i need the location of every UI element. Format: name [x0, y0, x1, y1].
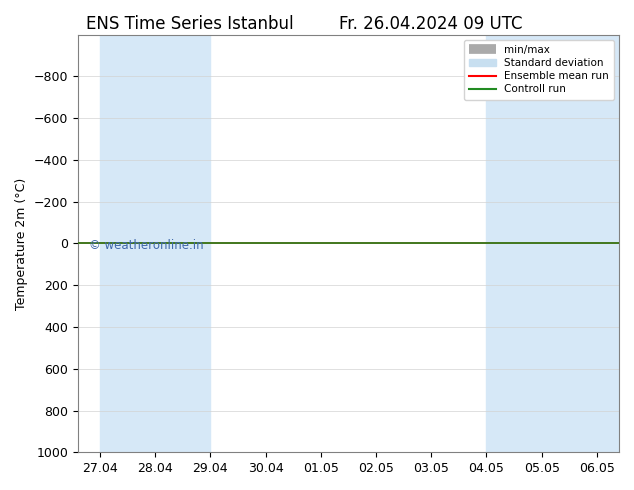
Text: Fr. 26.04.2024 09 UTC: Fr. 26.04.2024 09 UTC [339, 15, 523, 33]
Bar [100, 35, 210, 452]
Bar [486, 35, 619, 452]
Text: ENS Time Series Istanbul: ENS Time Series Istanbul [86, 15, 294, 33]
Text: © weatheronline.in: © weatheronline.in [89, 239, 204, 252]
Legend: min/max, Standard deviation, Ensemble mean run, Controll run: min/max, Standard deviation, Ensemble me… [464, 40, 614, 99]
Y-axis label: Temperature 2m (°C): Temperature 2m (°C) [15, 177, 28, 310]
